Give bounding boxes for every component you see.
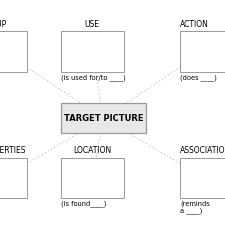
Text: PROPERTIES: PROPERTIES: [0, 146, 26, 155]
FancyBboxPatch shape: [180, 158, 225, 198]
Text: (is used for/to ____): (is used for/to ____): [61, 74, 126, 81]
FancyBboxPatch shape: [61, 158, 124, 198]
FancyBboxPatch shape: [0, 32, 27, 72]
Text: ACTION: ACTION: [180, 20, 209, 29]
FancyBboxPatch shape: [0, 158, 27, 198]
Text: USE: USE: [85, 20, 100, 29]
Text: (is found____): (is found____): [61, 200, 106, 207]
FancyBboxPatch shape: [180, 32, 225, 72]
Text: ASSOCIATION: ASSOCIATION: [180, 146, 225, 155]
Text: TARGET PICTURE: TARGET PICTURE: [64, 114, 143, 123]
FancyBboxPatch shape: [61, 32, 124, 72]
Text: LOCATION: LOCATION: [73, 146, 111, 155]
FancyBboxPatch shape: [61, 104, 146, 133]
Text: (reminds
a ____): (reminds a ____): [180, 200, 210, 214]
Text: (does ____): (does ____): [180, 74, 217, 81]
Text: GROUP: GROUP: [0, 20, 7, 29]
